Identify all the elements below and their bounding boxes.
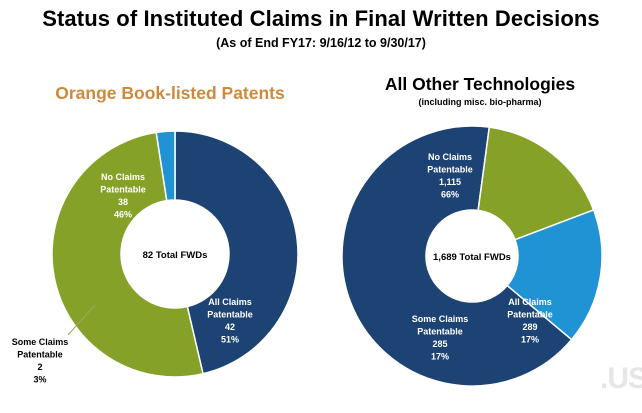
page-title: Status of Instituted Claims in Final Wri… [42,6,600,31]
leader-line [67,304,96,336]
donut-chart-0: 82 Total FWDs No Claims Patentable 38 46% All… [12,130,299,385]
center-total-label: 82 Total FWDs [143,250,208,261]
donut-chart-1: 1,689 Total FWDs No Claims Patentable 1,115… [341,125,603,387]
slice-label-all-claims-patentable: All Claims Patentable 289 17% [507,297,553,345]
right-chart-title: All Other Technologies [384,74,576,94]
center-total-label: 1,689 Total FWDs [433,252,511,263]
slice-label-some-claims-patentable: Some Claims Patentable 2 3% [12,337,69,385]
slice-no-claims-patentable [341,125,573,387]
slice-all-claims-patentable [477,126,595,241]
right-chart-subtitle: (including misc. bio-pharma) [418,97,542,107]
uspto-watermark-logo: .US [600,362,642,395]
slice-label-no-claims-patentable: No Claims Patentable 38 46% [100,172,146,220]
slice-some-claims-patentable [506,208,603,341]
page-subtitle: (As of End FY17: 9/16/12 to 9/30/17) [216,36,426,50]
slice-label-some-claims-patentable: Some Claims Patentable 285 17% [412,314,469,362]
slice-some-claims-patentable [155,130,176,202]
slice-label-all-claims-patentable: All Claims Patentable 42 51% [207,297,253,345]
left-chart-title: Orange Book-listed Patents [55,83,285,103]
slice-label-no-claims-patentable: No Claims Patentable 1,115 66% [427,152,473,200]
slice-no-claims-patentable [174,130,299,375]
